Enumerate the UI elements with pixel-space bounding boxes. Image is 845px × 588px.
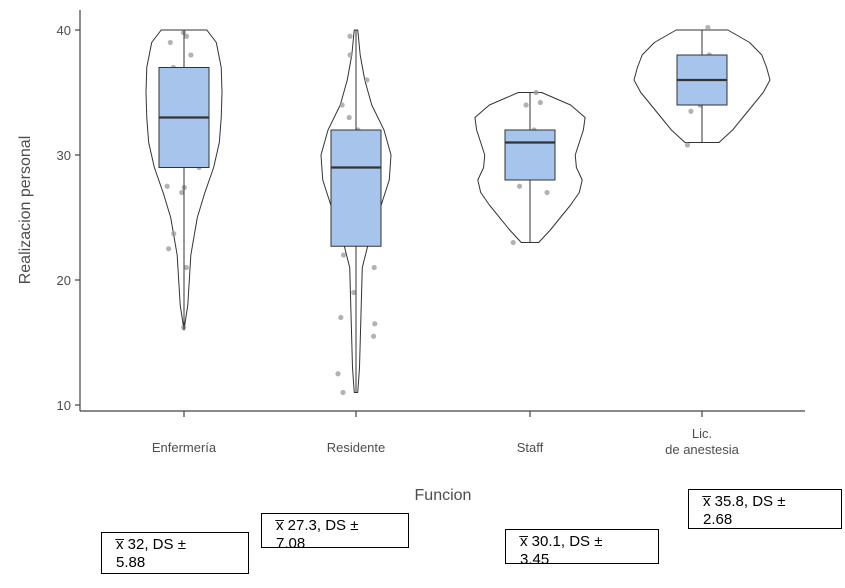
data-point [523,102,529,108]
data-point [183,264,190,271]
y-axis-title: Realizacion personal [17,136,34,285]
data-point [340,389,346,396]
stat-sd-value: 3.45 [520,551,550,568]
x-tick-label: Enfermería [152,440,217,455]
stat-mean-sd: x̅ 35.8, DS ± [703,493,786,510]
y-tick-label: 40 [57,23,71,38]
box-iqr [330,129,382,247]
data-point [372,321,378,327]
box-iqr [504,129,556,181]
stat-annotation-box: x̅ 27.3, DS ±7.08 [261,513,409,552]
data-point [705,24,711,31]
data-point [183,33,190,39]
stat-mean-sd: x̅ 27.3, DS ± [276,517,359,534]
data-point [347,52,353,58]
data-point [335,371,341,377]
data-point [171,231,177,237]
x-tick-label: Residente [327,440,386,455]
data-point [510,239,516,246]
stat-annotation-box: x̅ 35.8, DS ±2.68 [688,489,842,529]
data-point [544,189,550,196]
y-tick-label: 20 [57,273,71,288]
stat-annotation-box: x̅ 32, DS ±5.88 [101,532,249,574]
data-point [340,252,347,258]
x-axis [80,410,805,417]
y-tick-label: 10 [57,398,71,413]
data-point [338,314,344,321]
data-point [688,108,694,114]
data-point [188,52,194,58]
data-point [516,183,523,189]
data-point [364,77,370,83]
data-point [371,264,377,271]
jitter-points [164,24,712,396]
x-tick-label: Lic. [692,426,712,441]
y-tick-label: 30 [57,148,71,163]
data-point [180,29,187,36]
data-point [537,99,543,106]
violins [145,29,771,393]
data-point [351,289,357,296]
data-point [167,39,173,46]
data-point [533,89,539,96]
data-point [339,102,345,108]
stat-sd-value: 2.68 [703,511,733,528]
data-point [684,142,691,148]
y-axis: 10 20 30 40 [57,10,81,413]
stat-mean-sd: x̅ 30.1, DS ± [520,533,603,550]
data-point [346,114,352,121]
x-tick-label: de anestesia [665,442,739,457]
x-axis-title: Funcion [415,487,472,504]
stat-annotation-box: x̅ 30.1, DS ±3.45 [505,529,659,568]
stat-sd-value: 5.88 [116,554,146,571]
data-point [164,183,170,189]
data-point [370,333,377,339]
data-point [347,33,353,39]
x-tick-label: Staff [517,440,544,455]
stat-sd-value: 7.08 [276,535,306,552]
data-point [179,189,185,196]
boxes [158,30,728,393]
x-tick-labels: Enfermería Residente Staff Lic.de anestesia [152,426,740,457]
stat-mean-sd: x̅ 32, DS ± [116,536,186,553]
data-point [166,246,172,252]
